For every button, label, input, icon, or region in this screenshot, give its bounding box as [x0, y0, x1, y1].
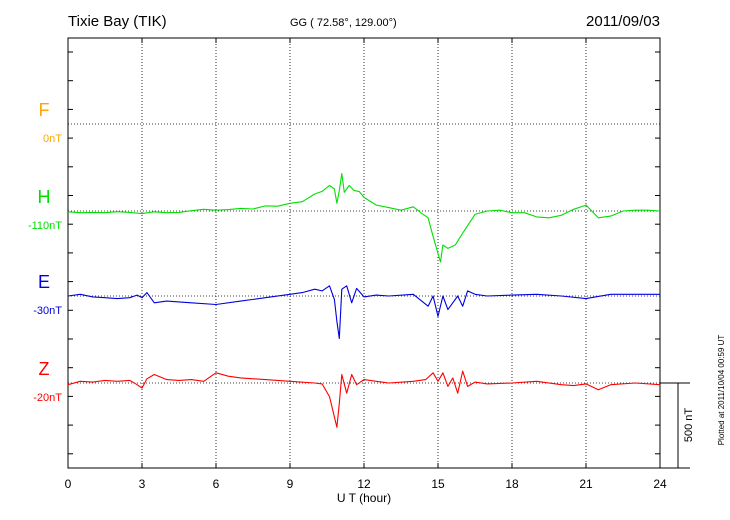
series-name-z: Z	[39, 359, 50, 379]
x-tick-label: 21	[579, 477, 593, 491]
x-tick-label: 9	[287, 477, 294, 491]
x-tick-label: 3	[139, 477, 146, 491]
grid	[68, 38, 660, 468]
series-line-h	[67, 173, 661, 263]
x-tick-label: 12	[357, 477, 371, 491]
plot-frame	[67, 37, 661, 469]
series-baseline-z: -20nT	[33, 392, 62, 404]
scale-bar-label: 500 nT	[683, 408, 695, 443]
series-line-e	[67, 285, 660, 340]
x-tick-label: 15	[431, 477, 445, 491]
date-label: 2011/09/03	[586, 13, 660, 30]
x-tick-label: 0	[65, 477, 72, 491]
series-baseline-f: 0nT	[43, 133, 62, 145]
series-name-f: F	[39, 100, 50, 120]
series-baseline-h: -110nT	[28, 220, 62, 232]
series-lines	[67, 173, 661, 428]
series-labels: F 0nT H -110nT E -30nT Z -20nT	[28, 100, 62, 404]
x-tick-label: 24	[653, 477, 667, 491]
coords-label: GG ( 72.58°, 129.00°)	[290, 17, 397, 29]
series-line-z	[67, 370, 661, 428]
x-tick-label: 18	[505, 477, 519, 491]
scale-bar: 500 nT	[660, 382, 695, 469]
plotted-note: Plotted at 2011/10/04 00:59 UT	[717, 335, 726, 446]
x-axis-ticks: 0 3 6 9 12 15 18 21 24	[65, 38, 667, 491]
series-name-h: H	[38, 187, 51, 207]
station-title: Tixie Bay (TIK)	[68, 13, 167, 30]
x-axis-label: U T (hour)	[337, 491, 391, 505]
series-baseline-e: -30nT	[33, 305, 62, 317]
series-name-e: E	[38, 272, 50, 292]
x-tick-label: 6	[213, 477, 220, 491]
